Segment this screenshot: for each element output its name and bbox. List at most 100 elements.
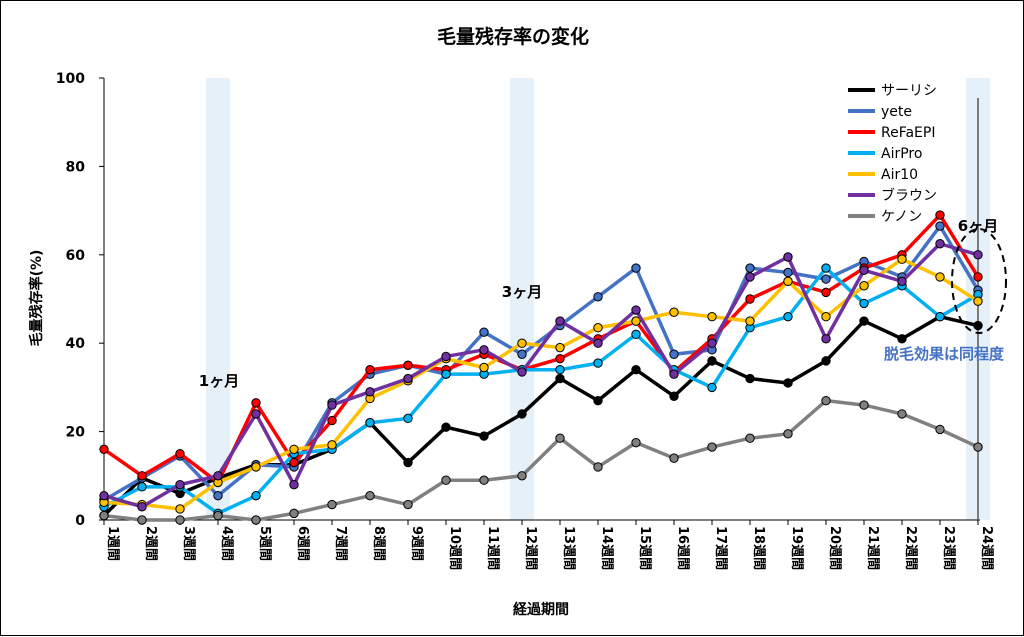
legend-label: yete	[881, 104, 912, 120]
data-point	[935, 272, 945, 282]
data-point	[859, 281, 869, 291]
data-point	[517, 409, 527, 419]
data-point	[973, 296, 983, 306]
x-tick-label: 10週間	[447, 526, 462, 570]
series-4	[99, 263, 983, 519]
data-point	[745, 433, 755, 443]
data-point	[669, 349, 679, 359]
data-point	[745, 294, 755, 304]
x-tick-label: 14週間	[599, 526, 614, 570]
legend-label: ケノン	[881, 209, 922, 225]
x-tick-label: 8週間	[371, 526, 386, 561]
data-point	[593, 358, 603, 368]
x-tick-label: 24週間	[979, 526, 994, 570]
series-line	[103, 266, 979, 516]
data-point	[213, 510, 223, 521]
y-tick-label: 20	[66, 425, 86, 441]
data-point	[669, 369, 679, 379]
data-point	[821, 356, 831, 366]
data-point	[479, 475, 489, 485]
data-point	[783, 252, 793, 262]
data-point	[175, 515, 185, 525]
data-point	[403, 360, 413, 370]
data-point	[973, 250, 983, 260]
data-point	[821, 274, 831, 284]
data-point	[441, 351, 451, 362]
data-point	[973, 272, 983, 282]
data-point	[859, 265, 869, 275]
data-point	[213, 471, 223, 481]
series-1	[99, 311, 983, 521]
data-point	[593, 338, 603, 348]
data-point	[783, 429, 793, 439]
data-point	[783, 311, 793, 322]
data-point	[251, 462, 261, 472]
legend-label: ブラウン	[881, 187, 937, 204]
annotation-1-month: 1ヶ月	[199, 372, 239, 390]
data-point	[555, 365, 565, 375]
data-point	[289, 444, 299, 454]
data-point	[593, 292, 603, 302]
x-tick-label: 21週間	[865, 526, 880, 570]
data-point	[593, 323, 603, 333]
data-point	[631, 365, 641, 375]
annotation-note: 脱毛効果は同程度	[884, 345, 1005, 363]
data-point	[973, 320, 983, 331]
data-point	[745, 316, 755, 326]
x-tick-label: 5週間	[257, 526, 272, 561]
x-tick-label: 19週間	[789, 526, 804, 570]
series-6	[99, 239, 983, 512]
data-point	[669, 307, 679, 317]
data-point	[707, 356, 717, 366]
data-point	[137, 482, 147, 492]
data-point	[707, 442, 717, 452]
data-point	[403, 413, 413, 424]
data-point	[365, 365, 375, 375]
x-tick-label: 20週間	[827, 526, 842, 570]
data-point	[327, 415, 337, 426]
data-point	[935, 221, 945, 231]
y-tick-label: 40	[66, 336, 86, 352]
annotation-3-month: 3ヶ月	[502, 283, 542, 301]
data-point	[821, 395, 831, 406]
data-point	[175, 504, 185, 514]
data-point	[137, 471, 147, 481]
data-point	[821, 311, 831, 322]
data-point	[859, 316, 869, 326]
data-point	[707, 338, 717, 348]
data-point	[327, 440, 337, 450]
data-point	[973, 442, 983, 452]
data-point	[479, 431, 489, 441]
data-point	[251, 398, 261, 408]
x-tick-label: 22週間	[903, 526, 918, 570]
series-lines	[99, 210, 983, 525]
data-point	[783, 276, 793, 287]
data-point	[403, 457, 413, 468]
data-point	[289, 479, 299, 490]
data-point	[517, 338, 527, 348]
data-point	[479, 362, 489, 373]
data-point	[821, 287, 831, 298]
data-point	[365, 387, 375, 397]
data-point	[251, 515, 261, 525]
data-point	[517, 471, 527, 481]
legend-label: Air10	[881, 167, 918, 183]
series-line	[102, 213, 980, 485]
data-point	[935, 239, 945, 249]
x-tick-label: 2週間	[143, 526, 158, 561]
data-point	[631, 316, 641, 326]
x-tick-label: 11週間	[485, 526, 500, 570]
highlight-band-week-12	[510, 78, 534, 520]
data-point	[897, 254, 907, 264]
data-point	[745, 272, 755, 282]
data-point	[555, 373, 565, 384]
y-tick-label: 60	[66, 248, 86, 264]
x-tick-label: 17週間	[713, 526, 728, 570]
data-point	[897, 276, 907, 287]
data-point	[251, 490, 261, 501]
data-point	[669, 453, 679, 463]
data-point	[859, 400, 869, 410]
data-point	[555, 316, 565, 326]
